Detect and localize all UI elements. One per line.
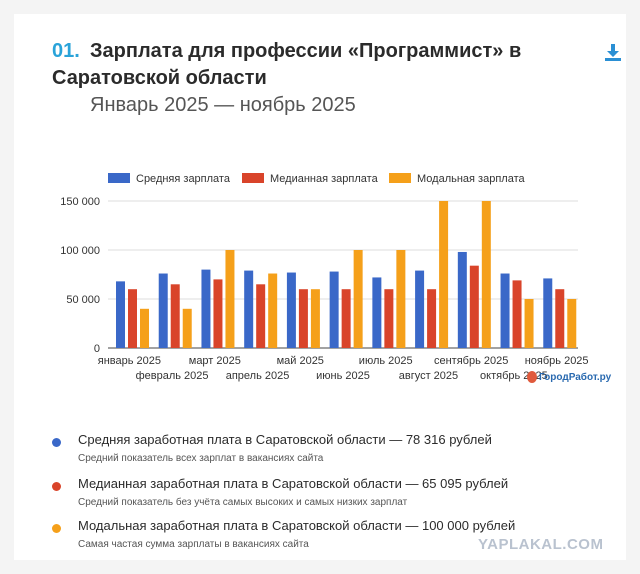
page-title-line2: Саратовской области — [52, 67, 267, 89]
x-tick-label: сентябрь 2025 — [434, 355, 508, 367]
info-desc: Самая частая сумма зарплаты в вакансиях … — [78, 539, 309, 550]
x-tick-label: октябрь 2025 — [480, 370, 548, 382]
bar — [310, 289, 320, 348]
legend-label: Средняя зарплата — [136, 173, 231, 185]
y-tick-label: 50 000 — [66, 294, 100, 306]
bar — [396, 250, 406, 348]
santa-icon — [527, 371, 537, 383]
bullet-dot — [52, 524, 61, 533]
x-tick-label: ноябрь 2025 — [525, 355, 589, 367]
x-axis: январь 2025 февраль 2025 март 2025 апрель 2… — [98, 355, 589, 382]
x-tick-label: июль 2025 — [359, 355, 413, 367]
bar — [268, 273, 278, 348]
bar — [341, 289, 351, 348]
x-tick-label: январь 2025 — [98, 355, 161, 367]
legend-swatch — [389, 173, 411, 183]
footer-watermark: YAPLAKAL.COM — [478, 536, 604, 553]
bar — [182, 308, 192, 348]
bar — [201, 269, 211, 348]
legend-label: Модальная зарплата — [417, 173, 525, 185]
x-tick-label: апрель 2025 — [226, 370, 290, 382]
salary-bar-chart: Средняя зарплата Медианная зарплата Модаль… — [60, 173, 589, 382]
bullet-dot — [52, 438, 61, 447]
info-desc: Средний показатель без учёта самых высок… — [78, 497, 408, 508]
bar — [512, 280, 522, 348]
y-tick-label: 150 000 — [60, 196, 100, 208]
x-tick-label: июнь 2025 — [316, 370, 370, 382]
legend-label: Медианная зарплата — [270, 173, 379, 185]
site-watermark: ГородРабот.ру — [539, 372, 612, 383]
bar — [213, 279, 223, 348]
bar — [481, 201, 491, 348]
bar — [555, 289, 565, 348]
chart-legend: Средняя зарплата Медианная зарплата Модаль… — [108, 173, 525, 185]
bar — [170, 284, 180, 348]
y-tick-label: 0 — [94, 343, 100, 355]
x-tick-label: февраль 2025 — [136, 370, 209, 382]
bar — [128, 289, 137, 348]
bar — [158, 273, 168, 348]
info-title: Средняя заработная плата в Саратовской о… — [78, 432, 492, 447]
legend-swatch — [108, 173, 130, 183]
section-number: 01. — [52, 40, 80, 62]
period-subtitle: Январь 2025 — ноябрь 2025 — [90, 94, 356, 116]
legend-swatch — [242, 173, 264, 183]
bar — [286, 272, 296, 348]
x-tick-label: март 2025 — [189, 355, 241, 367]
bar — [500, 273, 510, 348]
bar — [543, 278, 553, 348]
info-desc: Средний показатель всех зарплат в ваканс… — [78, 453, 324, 464]
download-icon[interactable] — [603, 42, 623, 62]
info-title: Модальная заработная плата в Саратовской… — [78, 518, 516, 533]
bar — [140, 308, 149, 348]
bar — [225, 250, 235, 348]
bar — [439, 201, 449, 348]
bar — [384, 289, 394, 348]
chart-bars — [116, 201, 577, 348]
page-title: Зарплата для профессии «Программист» в — [90, 40, 522, 62]
bar — [415, 270, 425, 348]
bar — [567, 299, 577, 348]
bar — [469, 265, 479, 348]
bar — [427, 289, 437, 348]
bar — [116, 281, 125, 348]
bar — [372, 277, 382, 348]
bar — [256, 284, 266, 348]
bar — [329, 271, 339, 348]
x-tick-label: август 2025 — [399, 370, 458, 382]
bar — [244, 270, 254, 348]
bar — [457, 251, 467, 348]
bar — [524, 299, 534, 348]
bullet-dot — [52, 482, 61, 491]
y-axis: 0 50 000 100 000 150 000 — [60, 196, 100, 355]
bar — [353, 250, 363, 348]
bar — [298, 289, 308, 348]
info-title: Медианная заработная плата в Саратовской… — [78, 476, 509, 491]
x-tick-label: май 2025 — [277, 355, 324, 367]
y-tick-label: 100 000 — [60, 245, 100, 257]
